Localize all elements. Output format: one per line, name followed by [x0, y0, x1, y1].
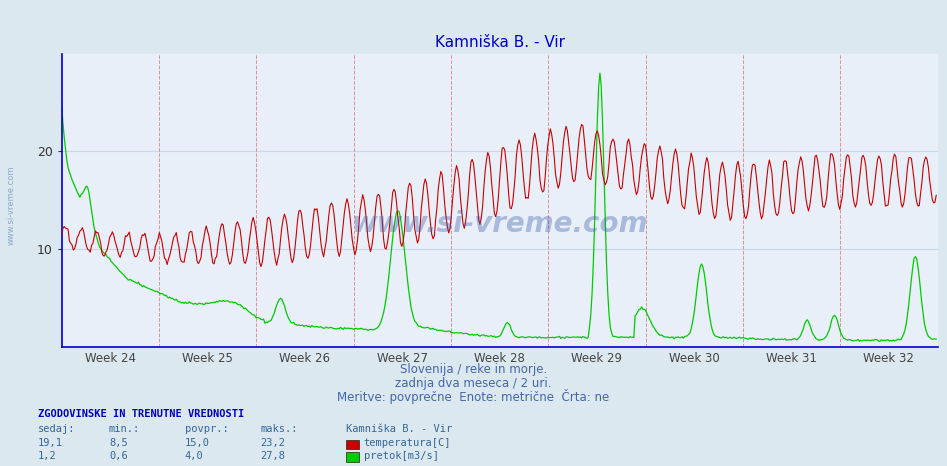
Text: 8,5: 8,5: [109, 439, 128, 448]
Text: sedaj:: sedaj:: [38, 425, 76, 434]
Text: povpr.:: povpr.:: [185, 425, 228, 434]
Text: temperatura[C]: temperatura[C]: [364, 439, 451, 448]
Text: pretok[m3/s]: pretok[m3/s]: [364, 451, 438, 461]
Text: Slovenija / reke in morje.: Slovenija / reke in morje.: [400, 363, 547, 376]
Text: 19,1: 19,1: [38, 439, 63, 448]
Text: www.si-vreme.com: www.si-vreme.com: [351, 210, 648, 238]
Text: 4,0: 4,0: [185, 451, 204, 461]
Text: ZGODOVINSKE IN TRENUTNE VREDNOSTI: ZGODOVINSKE IN TRENUTNE VREDNOSTI: [38, 409, 244, 419]
Title: Kamniška B. - Vir: Kamniška B. - Vir: [435, 34, 564, 50]
Text: 15,0: 15,0: [185, 439, 209, 448]
Text: www.si-vreme.com: www.si-vreme.com: [7, 165, 16, 245]
Text: 0,6: 0,6: [109, 451, 128, 461]
Text: min.:: min.:: [109, 425, 140, 434]
Text: 1,2: 1,2: [38, 451, 57, 461]
Text: Meritve: povprečne  Enote: metrične  Črta: ne: Meritve: povprečne Enote: metrične Črta:…: [337, 389, 610, 404]
Text: maks.:: maks.:: [260, 425, 298, 434]
Text: zadnja dva meseca / 2 uri.: zadnja dva meseca / 2 uri.: [395, 377, 552, 390]
Text: 23,2: 23,2: [260, 439, 285, 448]
Text: Kamniška B. - Vir: Kamniška B. - Vir: [346, 425, 452, 434]
Text: 27,8: 27,8: [260, 451, 285, 461]
